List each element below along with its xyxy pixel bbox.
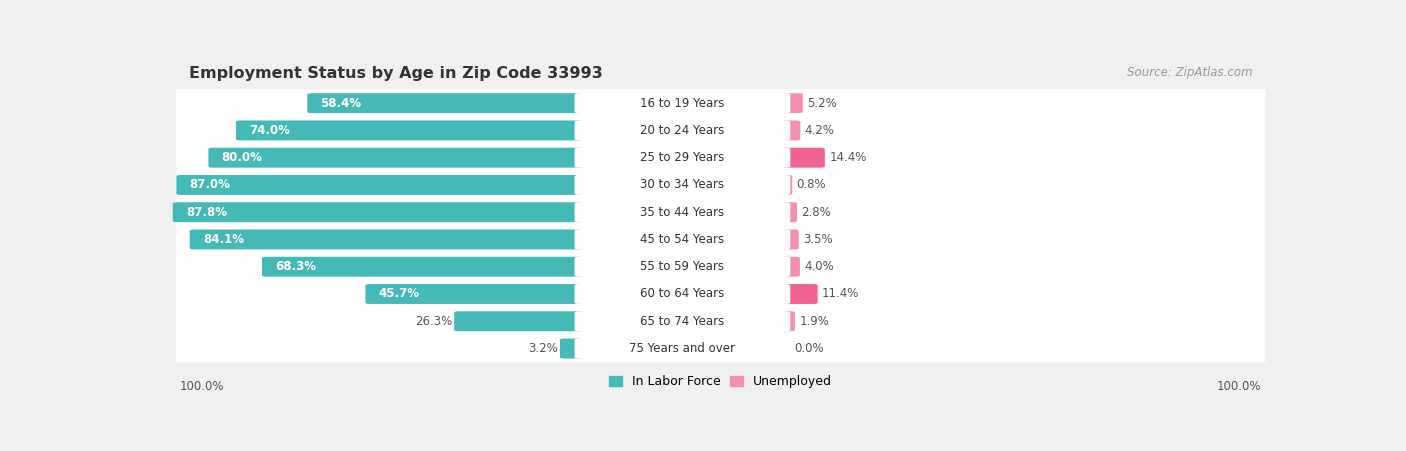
Text: 100.0%: 100.0% [1216,380,1261,393]
Text: 35 to 44 Years: 35 to 44 Years [640,206,724,219]
FancyBboxPatch shape [782,148,825,168]
FancyBboxPatch shape [782,175,792,195]
FancyBboxPatch shape [575,175,790,195]
Text: 5.2%: 5.2% [807,97,837,110]
Text: 45 to 54 Years: 45 to 54 Years [640,233,724,246]
Text: 16 to 19 Years: 16 to 19 Years [640,97,724,110]
Text: 80.0%: 80.0% [222,151,263,164]
Text: 26.3%: 26.3% [415,315,451,328]
Text: 3.5%: 3.5% [803,233,832,246]
Text: 45.7%: 45.7% [378,287,419,300]
Text: 65 to 74 Years: 65 to 74 Years [640,315,724,328]
FancyBboxPatch shape [176,116,1265,144]
FancyBboxPatch shape [208,148,583,168]
Text: 84.1%: 84.1% [202,233,243,246]
FancyBboxPatch shape [782,284,818,304]
FancyBboxPatch shape [366,284,583,304]
FancyBboxPatch shape [782,93,803,113]
FancyBboxPatch shape [176,175,583,195]
Text: 2.8%: 2.8% [801,206,831,219]
Text: Employment Status by Age in Zip Code 33993: Employment Status by Age in Zip Code 339… [188,66,603,81]
FancyBboxPatch shape [173,202,583,222]
Text: 55 to 59 Years: 55 to 59 Years [641,260,724,273]
Text: 87.8%: 87.8% [186,206,226,219]
FancyBboxPatch shape [575,339,790,359]
Text: 4.0%: 4.0% [804,260,834,273]
Text: 11.4%: 11.4% [823,287,859,300]
Text: 60 to 64 Years: 60 to 64 Years [640,287,724,300]
Text: 3.2%: 3.2% [529,342,558,355]
Text: 68.3%: 68.3% [276,260,316,273]
FancyBboxPatch shape [575,284,790,304]
Text: 74.0%: 74.0% [249,124,290,137]
FancyBboxPatch shape [782,202,797,222]
FancyBboxPatch shape [575,230,790,249]
FancyBboxPatch shape [176,253,1265,281]
FancyBboxPatch shape [176,171,1265,199]
FancyBboxPatch shape [575,311,790,331]
Text: 58.4%: 58.4% [321,97,361,110]
Text: 30 to 34 Years: 30 to 34 Years [641,179,724,192]
Text: 100.0%: 100.0% [180,380,225,393]
Legend: In Labor Force, Unemployed: In Labor Force, Unemployed [605,370,837,393]
Text: 1.9%: 1.9% [799,315,830,328]
FancyBboxPatch shape [575,93,790,113]
FancyBboxPatch shape [575,120,790,140]
FancyBboxPatch shape [782,230,799,249]
FancyBboxPatch shape [575,202,790,222]
Text: 87.0%: 87.0% [190,179,231,192]
Text: 25 to 29 Years: 25 to 29 Years [640,151,724,164]
FancyBboxPatch shape [454,311,583,331]
FancyBboxPatch shape [782,120,800,140]
FancyBboxPatch shape [176,198,1265,226]
FancyBboxPatch shape [176,280,1265,308]
Text: 20 to 24 Years: 20 to 24 Years [640,124,724,137]
FancyBboxPatch shape [782,257,800,276]
FancyBboxPatch shape [575,257,790,276]
FancyBboxPatch shape [176,226,1265,253]
FancyBboxPatch shape [190,230,583,249]
Text: 0.0%: 0.0% [794,342,824,355]
FancyBboxPatch shape [575,148,790,168]
Text: 75 Years and over: 75 Years and over [630,342,735,355]
FancyBboxPatch shape [308,93,583,113]
Text: Source: ZipAtlas.com: Source: ZipAtlas.com [1126,66,1253,79]
Text: 0.8%: 0.8% [797,179,827,192]
FancyBboxPatch shape [782,311,794,331]
FancyBboxPatch shape [176,89,1265,117]
Text: 4.2%: 4.2% [804,124,835,137]
FancyBboxPatch shape [176,335,1265,363]
FancyBboxPatch shape [560,339,583,359]
FancyBboxPatch shape [262,257,583,276]
Text: 14.4%: 14.4% [830,151,866,164]
FancyBboxPatch shape [236,120,583,140]
FancyBboxPatch shape [176,144,1265,172]
FancyBboxPatch shape [176,307,1265,335]
